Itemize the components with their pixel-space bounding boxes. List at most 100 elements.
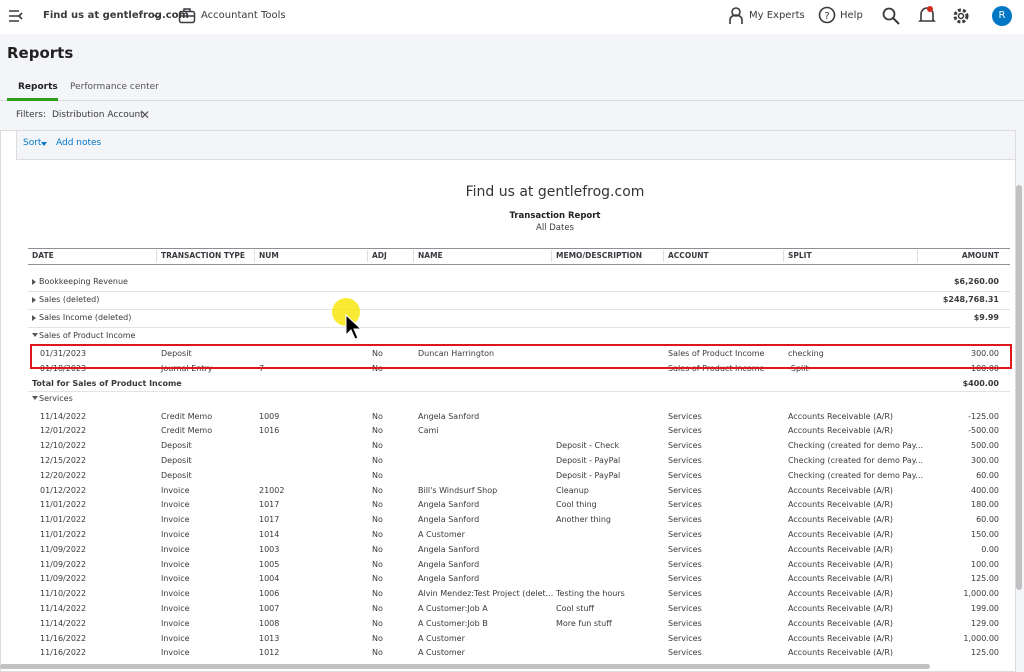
cell-type[interactable]: Invoice	[161, 530, 190, 539]
cell-adj: No	[372, 470, 383, 480]
cell-type[interactable]: Invoice	[161, 559, 190, 569]
cell-split: Accounts Receivable (A/R)	[788, 589, 894, 599]
section-name[interactable]: Sales (deleted)	[39, 295, 100, 304]
cell-account: Services	[668, 515, 702, 525]
cell-type[interactable]: Invoice	[161, 618, 190, 628]
column-header[interactable]: SPLIT	[788, 251, 812, 260]
person-icon	[729, 7, 743, 24]
cell-date: 01/12/2022	[40, 485, 87, 495]
tab[interactable]: Performance center	[70, 82, 159, 92]
cell-num[interactable]: 1017	[259, 500, 280, 510]
column-header[interactable]: TRANSACTION TYPE	[161, 251, 246, 260]
cell-type[interactable]: Credit Memo	[161, 426, 213, 436]
cell-date: 11/09/2022	[40, 574, 87, 584]
cell-num[interactable]: 1009	[259, 411, 280, 421]
cell-type[interactable]: Deposit	[161, 349, 192, 358]
cell-date: 11/09/2022	[40, 544, 87, 554]
cell-date: 11/01/2022	[40, 530, 87, 539]
column-divider	[156, 250, 157, 262]
cell-date: 11/09/2022	[40, 559, 87, 569]
cell-num[interactable]: 1017	[259, 515, 280, 525]
scrollbar-thumb[interactable]	[1016, 185, 1022, 590]
cell-num[interactable]: 1005	[259, 559, 280, 569]
add-notes[interactable]: Add notes	[56, 138, 102, 148]
cell-num[interactable]: 1012	[259, 648, 280, 658]
cell-account: Services	[668, 411, 702, 421]
column-header[interactable]: NUM	[259, 251, 279, 260]
cell-type[interactable]: Invoice	[161, 515, 190, 525]
cell-num[interactable]: 1008	[259, 618, 280, 628]
cell-num[interactable]: 1004	[259, 574, 280, 584]
cell-num[interactable]: 1013	[259, 633, 280, 643]
tab-underline	[7, 98, 58, 101]
cell-num[interactable]: 21002	[259, 485, 285, 495]
bell-icon[interactable]	[918, 5, 936, 25]
cell-type[interactable]: Invoice	[161, 544, 190, 554]
cell-adj: No	[372, 500, 383, 510]
cell-memo: Deposit - Check	[556, 441, 620, 451]
chip-close[interactable]: ✕	[140, 108, 151, 122]
cell-type[interactable]: Deposit	[161, 470, 192, 480]
cell-split: Accounts Receivable (A/R)	[788, 604, 894, 613]
caret[interactable]	[32, 395, 38, 400]
cell-account: Services	[668, 589, 702, 599]
sort-caret[interactable]	[41, 142, 47, 146]
cell-type[interactable]: Invoice	[161, 574, 190, 584]
column-header[interactable]: NAME	[418, 251, 443, 260]
cell-type[interactable]: Invoice	[161, 633, 190, 643]
caret[interactable]	[32, 279, 36, 285]
help[interactable]: Help	[840, 10, 863, 21]
cell-name: Angela Sanford	[418, 515, 480, 525]
report-panel	[0, 130, 1016, 672]
cell-num[interactable]: 1006	[259, 589, 280, 599]
column-header[interactable]: ACCOUNT	[668, 251, 709, 260]
h-scrollbar-thumb[interactable]	[0, 664, 930, 669]
cell-date: 01/31/2023	[40, 349, 87, 358]
cell-amount: -500.00	[968, 426, 999, 436]
cell-type[interactable]: Invoice	[161, 589, 190, 599]
cell-type[interactable]: Deposit	[161, 441, 192, 451]
cell-type[interactable]: Deposit	[161, 456, 192, 465]
column-header[interactable]: DATE	[32, 251, 54, 260]
filter-chip[interactable]: Distribution Account	[52, 110, 144, 120]
header-bottom-border	[28, 264, 1010, 265]
cell-amount: 300.00	[971, 456, 999, 465]
column-header[interactable]: AMOUNT	[961, 251, 999, 260]
accountant-tools[interactable]: Accountant Tools	[201, 10, 286, 21]
search-icon[interactable]	[882, 7, 900, 25]
menu-icon[interactable]	[8, 9, 26, 23]
avatar[interactable]: R	[992, 6, 1012, 26]
column-divider	[413, 250, 414, 262]
row-divider	[28, 390, 1010, 392]
cell-amount: 150.00	[971, 530, 999, 539]
cell-num[interactable]: 1016	[259, 426, 280, 436]
chevron	[152, 13, 162, 19]
caret[interactable]	[32, 297, 36, 303]
gear-icon[interactable]	[952, 7, 970, 25]
caret[interactable]	[32, 315, 36, 321]
caret[interactable]	[32, 333, 38, 337]
cell-type[interactable]: Invoice	[161, 648, 190, 658]
cell-type[interactable]: Invoice	[161, 485, 190, 495]
section-name[interactable]: Sales Income (deleted)	[39, 313, 132, 322]
cell-name: Bill's Windsurf Shop	[418, 485, 498, 495]
column-header[interactable]: ADJ	[372, 251, 387, 260]
section-name[interactable]: Services	[39, 393, 73, 403]
cell-num[interactable]: 1007	[259, 604, 280, 613]
tab[interactable]: Reports	[18, 82, 58, 92]
total-amount: $400.00	[962, 378, 999, 388]
section-name[interactable]: Sales of Product Income	[39, 331, 136, 340]
cell-type[interactable]: Invoice	[161, 604, 190, 613]
sort[interactable]: Sort	[23, 138, 42, 148]
cell-type[interactable]: Credit Memo	[161, 411, 213, 421]
cell-amount: -125.00	[968, 411, 999, 421]
my-experts[interactable]: My Experts	[749, 10, 805, 21]
column-header[interactable]: MEMO/DESCRIPTION	[556, 251, 643, 260]
cell-num[interactable]: 1014	[259, 530, 280, 539]
cell-account: Services	[668, 441, 702, 451]
toolbar	[16, 130, 1016, 160]
cell-num[interactable]: 1003	[259, 544, 280, 554]
cell-type[interactable]: Invoice	[161, 500, 190, 510]
section-name[interactable]: Bookkeeping Revenue	[39, 277, 128, 286]
company-name[interactable]: Find us at gentlefrog.com	[43, 10, 189, 21]
